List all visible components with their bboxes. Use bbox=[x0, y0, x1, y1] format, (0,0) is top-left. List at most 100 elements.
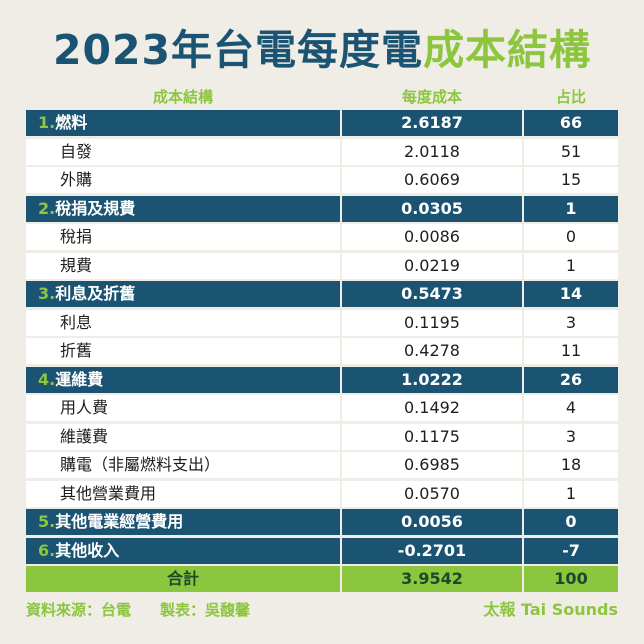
cost-per-kwh-cell: 0.5473 bbox=[342, 281, 522, 307]
category-row: 3.利息及折舊 0.5473 14 bbox=[26, 281, 618, 310]
row-label: 其他營業費用 bbox=[60, 483, 157, 503]
category-number: 6. bbox=[38, 540, 56, 560]
row-label-cell: 外購 bbox=[26, 167, 340, 193]
share-cell: 11 bbox=[524, 338, 618, 364]
share-cell: 0 bbox=[524, 509, 618, 535]
row-label-cell: 6.其他收入 bbox=[26, 537, 340, 564]
row-label-cell: 2.稅捐及規費 bbox=[26, 195, 340, 222]
share-cell: 100 bbox=[524, 566, 618, 592]
subcategory-row: 外購 0.6069 15 bbox=[26, 167, 618, 196]
category-number: 2. bbox=[38, 198, 56, 218]
category-number: 5. bbox=[38, 512, 56, 531]
source-credit: 資料來源：台電 bbox=[26, 601, 132, 619]
row-label: 折舊 bbox=[60, 341, 93, 360]
row-label-cell: 稅捐 bbox=[26, 224, 340, 250]
share-cell: 1 bbox=[524, 252, 618, 279]
cost-per-kwh-cell: 2.0118 bbox=[342, 138, 522, 165]
share-cell: 4 bbox=[524, 395, 618, 421]
row-label-cell: 用人費 bbox=[26, 395, 340, 421]
subcategory-row: 折舊 0.4278 11 bbox=[26, 338, 618, 367]
row-label-cell: 1.燃料 bbox=[26, 110, 340, 136]
cost-per-kwh-cell: 0.6985 bbox=[342, 452, 522, 478]
row-label: 規費 bbox=[60, 255, 93, 275]
row-label: 稅捐及規費 bbox=[55, 198, 136, 218]
subcategory-row: 自發 2.0118 51 bbox=[26, 138, 618, 168]
category-row: 2.稅捐及規費 0.0305 1 bbox=[26, 195, 618, 225]
row-label: 利息及折舊 bbox=[55, 284, 136, 303]
row-label-cell: 5.其他電業經營費用 bbox=[26, 509, 340, 535]
category-row: 1.燃料 2.6187 66 bbox=[26, 110, 618, 139]
cost-per-kwh-cell: 0.0570 bbox=[342, 480, 522, 507]
share-cell: 1 bbox=[524, 195, 618, 222]
share-cell: 14 bbox=[524, 281, 618, 307]
share-cell: 3 bbox=[524, 309, 618, 336]
row-label: 用人費 bbox=[60, 398, 109, 417]
row-label-cell: 購電（非屬燃料支出） bbox=[26, 452, 340, 478]
share-cell: 18 bbox=[524, 452, 618, 478]
cost-per-kwh-cell: 1.0222 bbox=[342, 366, 522, 393]
row-label-cell: 折舊 bbox=[26, 338, 340, 364]
share-cell: 1 bbox=[524, 480, 618, 507]
category-row: 5.其他電業經營費用 0.0056 0 bbox=[26, 509, 618, 538]
row-label: 購電（非屬燃料支出） bbox=[60, 455, 221, 474]
table-header: 成本結構 每度成本 占比 bbox=[26, 86, 618, 108]
title-part-2: 成本結構 bbox=[423, 26, 592, 74]
header-structure: 成本結構 bbox=[152, 88, 213, 106]
share-cell: 0 bbox=[524, 224, 618, 250]
cost-per-kwh-cell: 0.1175 bbox=[342, 423, 522, 450]
header-share: 占比 bbox=[555, 88, 586, 106]
share-cell: -7 bbox=[524, 537, 618, 564]
cost-per-kwh-cell: 0.6069 bbox=[342, 167, 522, 193]
share-cell: 51 bbox=[524, 138, 618, 165]
row-label: 燃料 bbox=[55, 113, 88, 132]
category-row: 6.其他收入 -0.2701 -7 bbox=[26, 537, 618, 567]
row-label-cell: 利息 bbox=[26, 309, 340, 336]
subcategory-row: 購電（非屬燃料支出） 0.6985 18 bbox=[26, 452, 618, 481]
row-label-cell: 自發 bbox=[26, 138, 340, 165]
subcategory-row: 維護費 0.1175 3 bbox=[26, 423, 618, 453]
cost-per-kwh-cell: 0.4278 bbox=[342, 338, 522, 364]
row-label: 合計 bbox=[166, 569, 199, 588]
footer: 資料來源：台電 製表：吳馥馨 太報 Tai Sounds bbox=[26, 597, 618, 623]
maker-credit: 製表：吳馥馨 bbox=[160, 601, 251, 619]
page-title: 2023年台電每度電成本結構 bbox=[0, 22, 644, 78]
title-part-1: 2023年台電每度電 bbox=[52, 26, 424, 74]
row-label: 運維費 bbox=[55, 369, 104, 389]
cost-per-kwh-cell: 0.1195 bbox=[342, 309, 522, 336]
subcategory-row: 利息 0.1195 3 bbox=[26, 309, 618, 339]
row-label: 其他收入 bbox=[55, 540, 120, 560]
subcategory-row: 稅捐 0.0086 0 bbox=[26, 224, 618, 253]
cost-per-kwh-cell: 0.0219 bbox=[342, 252, 522, 279]
cost-per-kwh-cell: 2.6187 bbox=[342, 110, 522, 136]
cost-per-kwh-cell: 0.0305 bbox=[342, 195, 522, 222]
row-label-cell: 合計 bbox=[26, 566, 340, 592]
category-number: 4. bbox=[38, 369, 56, 389]
brand-logo: 太報 Tai Sounds bbox=[483, 600, 618, 619]
share-cell: 26 bbox=[524, 366, 618, 393]
cost-per-kwh-cell: 0.1492 bbox=[342, 395, 522, 421]
share-cell: 3 bbox=[524, 423, 618, 450]
subcategory-row: 其他營業費用 0.0570 1 bbox=[26, 480, 618, 510]
category-number: 3. bbox=[38, 284, 56, 303]
share-cell: 66 bbox=[524, 110, 618, 136]
header-cost: 每度成本 bbox=[401, 88, 462, 106]
cost-per-kwh-cell: -0.2701 bbox=[342, 537, 522, 564]
row-label-cell: 3.利息及折舊 bbox=[26, 281, 340, 307]
subcategory-row: 規費 0.0219 1 bbox=[26, 252, 618, 282]
row-label: 利息 bbox=[60, 312, 93, 332]
category-number: 1. bbox=[38, 113, 56, 132]
subcategory-row: 用人費 0.1492 4 bbox=[26, 395, 618, 424]
cost-per-kwh-cell: 0.0086 bbox=[342, 224, 522, 250]
row-label-cell: 規費 bbox=[26, 252, 340, 279]
row-label: 稅捐 bbox=[60, 227, 93, 246]
cost-table: 1.燃料 2.6187 66 自發 2.0118 51 外購 0.6069 15 2.稅捐及規費 0… bbox=[26, 110, 618, 595]
category-row: 4.運維費 1.0222 26 bbox=[26, 366, 618, 396]
row-label: 其他電業經營費用 bbox=[55, 512, 184, 531]
share-cell: 15 bbox=[524, 167, 618, 193]
cost-per-kwh-cell: 0.0056 bbox=[342, 509, 522, 535]
cost-per-kwh-cell: 3.9542 bbox=[342, 566, 522, 592]
row-label: 外購 bbox=[60, 170, 93, 189]
row-label: 自發 bbox=[60, 141, 93, 161]
row-label-cell: 其他營業費用 bbox=[26, 480, 340, 507]
row-label: 維護費 bbox=[60, 426, 109, 446]
